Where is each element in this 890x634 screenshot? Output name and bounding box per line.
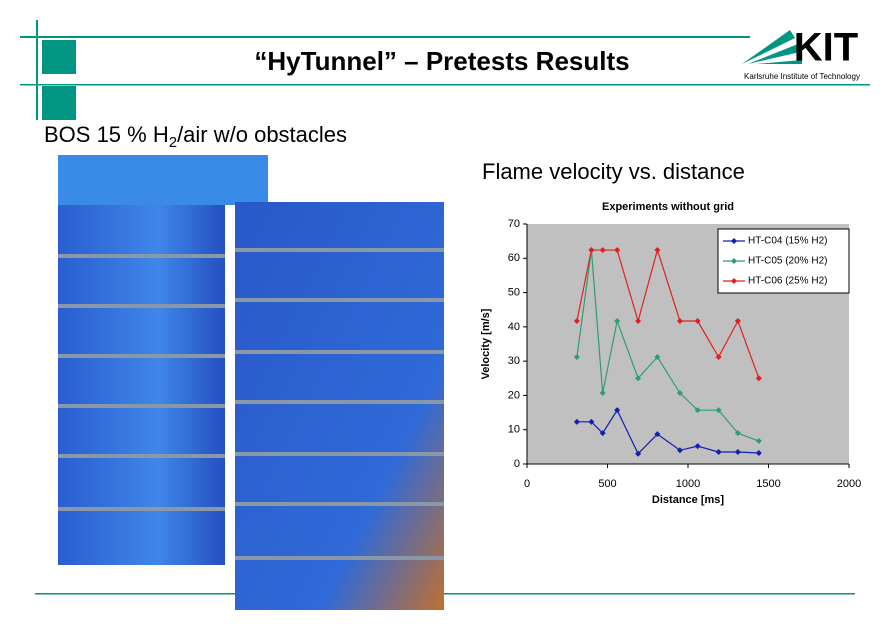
data-point bbox=[588, 418, 595, 425]
subtitle-subscript: 2 bbox=[169, 134, 177, 151]
chart-heading: Flame velocity vs. distance bbox=[482, 159, 745, 184]
x-tick-label: 1500 bbox=[756, 478, 780, 490]
subtitle-text: BOS 15 % H bbox=[44, 122, 169, 147]
chart: Experiments without grid Distance [ms] Vel… bbox=[480, 201, 861, 506]
subtitle: BOS 15 % H2/air w/o obstacles bbox=[44, 122, 347, 151]
data-point bbox=[614, 407, 621, 414]
data-point bbox=[573, 418, 580, 425]
data-point bbox=[715, 354, 722, 361]
data-point bbox=[694, 407, 701, 414]
legend-marker bbox=[731, 258, 737, 264]
data-point bbox=[755, 375, 762, 382]
y-axis-label: Velocity [m/s] bbox=[480, 308, 492, 379]
legend-label: HT-C05 (20% H2) bbox=[748, 256, 827, 267]
logo: KIT Karlsruhe Institute of Technology bbox=[742, 26, 860, 81]
data-point bbox=[573, 318, 580, 325]
y-tick-label: 70 bbox=[508, 218, 520, 230]
y-tick-label: 30 bbox=[508, 355, 520, 367]
data-point bbox=[694, 318, 701, 325]
x-tick-label: 0 bbox=[524, 478, 530, 490]
chart-title: Experiments without grid bbox=[602, 201, 734, 213]
data-point bbox=[588, 247, 595, 254]
data-point bbox=[734, 318, 741, 325]
data-point bbox=[599, 247, 606, 254]
data-point bbox=[755, 438, 762, 445]
data-point bbox=[676, 390, 683, 397]
data-point bbox=[635, 318, 642, 325]
data-point bbox=[654, 431, 661, 438]
legend-marker bbox=[731, 238, 737, 244]
y-tick-label: 60 bbox=[508, 252, 520, 264]
subtitle-text: /air w/o obstacles bbox=[177, 122, 347, 147]
data-point bbox=[654, 247, 661, 254]
data-point bbox=[734, 430, 741, 437]
x-tick-label: 2000 bbox=[837, 478, 861, 490]
data-point bbox=[635, 375, 642, 382]
data-point bbox=[676, 318, 683, 325]
data-point bbox=[614, 318, 621, 325]
bos-images bbox=[58, 155, 444, 610]
data-point bbox=[599, 430, 606, 437]
data-point bbox=[715, 407, 722, 414]
x-tick-label: 1000 bbox=[676, 478, 700, 490]
data-point bbox=[715, 449, 722, 455]
data-point bbox=[755, 450, 762, 457]
x-axis-label: Distance [ms] bbox=[652, 494, 724, 506]
data-point bbox=[614, 247, 621, 254]
data-point bbox=[654, 354, 661, 361]
data-point bbox=[573, 354, 580, 361]
data-point bbox=[734, 449, 741, 455]
x-tick-label: 500 bbox=[598, 478, 616, 490]
legend-label: HT-C04 (15% H2) bbox=[748, 236, 827, 247]
logo-text: KIT bbox=[794, 26, 858, 70]
slide-title: “HyTunnel” – Pretests Results bbox=[254, 46, 629, 76]
header-decoration bbox=[20, 20, 870, 595]
y-tick-label: 20 bbox=[508, 389, 520, 401]
data-point bbox=[694, 443, 701, 450]
data-point bbox=[676, 447, 683, 454]
y-tick-label: 0 bbox=[514, 458, 520, 470]
legend-marker bbox=[731, 278, 737, 284]
y-tick-label: 40 bbox=[508, 321, 520, 333]
data-point bbox=[599, 390, 606, 397]
data-point bbox=[635, 450, 642, 457]
y-tick-label: 10 bbox=[508, 424, 520, 436]
legend-label: HT-C06 (25% H2) bbox=[748, 276, 827, 287]
y-tick-label: 50 bbox=[508, 286, 520, 298]
logo-subtitle: Karlsruhe Institute of Technology bbox=[744, 72, 860, 81]
